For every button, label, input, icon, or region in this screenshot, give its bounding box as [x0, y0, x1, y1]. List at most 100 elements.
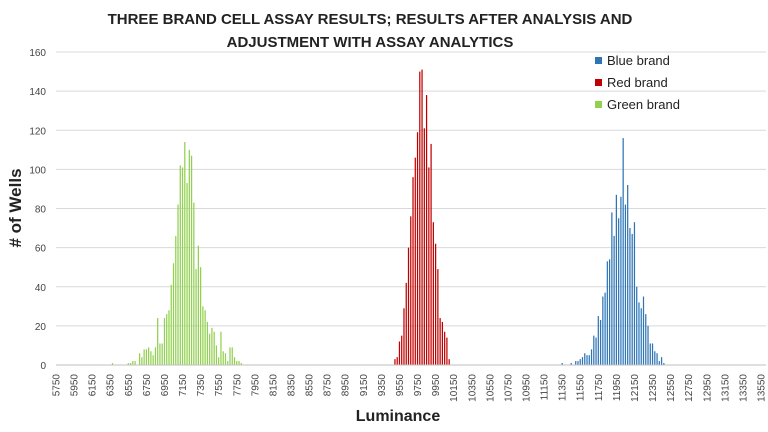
legend-swatch [595, 57, 602, 64]
bar-blue-brand [615, 194, 617, 365]
bar-blue-brand [597, 316, 599, 365]
bar-green-brand [150, 351, 152, 365]
bar-blue-brand [586, 355, 588, 365]
x-tick-label: 6750 [142, 374, 153, 397]
bar-blue-brand [622, 138, 624, 365]
chart-title-line-2: ADJUSTMENT WITH ASSAY ANALYTICS [227, 34, 514, 51]
bar-green-brand [175, 235, 177, 365]
bar-blue-brand [577, 361, 579, 365]
legend-label: Green brand [607, 97, 680, 112]
x-tick-label: 6950 [160, 374, 171, 397]
x-tick-label: 10550 [485, 374, 496, 402]
y-tick-label: 120 [29, 126, 46, 137]
bar-green-brand [145, 349, 147, 365]
x-tick-label: 7150 [178, 374, 189, 397]
x-tick-label: 6350 [106, 374, 117, 397]
bar-blue-brand [602, 296, 604, 365]
bar-green-brand [188, 149, 190, 365]
bar-blue-brand [611, 212, 613, 365]
bar-green-brand [236, 361, 238, 365]
x-tick-label: 11350 [558, 374, 569, 402]
y-tick-label: 20 [35, 322, 47, 333]
x-tick-label: 12950 [702, 374, 713, 402]
bar-blue-brand [593, 335, 595, 365]
bar-blue-brand [595, 337, 597, 365]
bar-green-brand [224, 353, 227, 365]
bar-blue-brand [642, 296, 645, 365]
bar-red-brand [398, 341, 401, 365]
bar-red-brand [425, 95, 428, 365]
legend-swatch [595, 101, 602, 108]
bar-red-brand [396, 357, 398, 365]
bar-green-brand [154, 347, 157, 365]
x-tick-label: 7750 [232, 374, 243, 397]
x-tick-label: 10150 [449, 374, 460, 402]
y-tick-label: 80 [35, 205, 47, 216]
bar-red-brand [414, 157, 416, 365]
bar-blue-brand [588, 355, 590, 365]
x-tick-label: 11950 [612, 374, 623, 402]
bar-blue-brand [606, 261, 608, 365]
bar-green-brand [166, 314, 168, 365]
bar-green-brand [193, 202, 195, 365]
bar-green-brand [111, 363, 114, 365]
bar-green-brand [157, 318, 159, 365]
bar-green-brand [206, 321, 209, 365]
x-tick-label: 10750 [503, 374, 514, 402]
bar-blue-brand [599, 320, 602, 365]
x-tick-label: 5750 [52, 374, 63, 397]
bar-green-brand [179, 165, 181, 365]
bar-green-brand [231, 347, 233, 365]
x-tick-label: 12550 [666, 374, 677, 402]
x-tick-label: 11750 [594, 374, 605, 402]
bar-red-brand [405, 282, 407, 365]
bar-green-brand [220, 331, 222, 365]
x-tick-label: 8150 [268, 374, 279, 397]
x-tick-label: 7550 [214, 374, 225, 397]
bar-blue-brand [645, 314, 647, 365]
bar-green-brand [211, 327, 213, 365]
legend-label: Red brand [607, 75, 668, 90]
bar-red-brand [410, 216, 412, 365]
bar-green-brand [132, 361, 134, 365]
x-tick-label: 13150 [720, 374, 731, 402]
x-tick-label: 9550 [395, 374, 406, 397]
bar-green-brand [129, 363, 132, 365]
bar-blue-brand [570, 363, 572, 365]
x-tick-label: 8750 [323, 374, 334, 397]
bar-blue-brand [604, 292, 606, 365]
bar-green-brand [161, 343, 163, 365]
bar-green-brand [127, 363, 129, 365]
bar-green-brand [163, 318, 166, 365]
x-tick-label: 11150 [540, 374, 551, 401]
x-tick-label: 13550 [757, 374, 768, 402]
bar-blue-brand [627, 185, 629, 365]
bar-green-brand [209, 333, 211, 365]
bar-red-brand [437, 269, 439, 365]
bar-red-brand [423, 128, 425, 365]
bar-red-brand [416, 132, 419, 365]
bar-green-brand [177, 204, 179, 365]
bars [111, 69, 665, 366]
x-tick-label: 12150 [630, 374, 641, 402]
bar-blue-brand [636, 286, 638, 365]
bar-green-brand [186, 183, 188, 365]
bar-red-brand [444, 331, 446, 365]
bar-blue-brand [640, 308, 642, 365]
y-tick-label: 100 [29, 165, 46, 176]
bar-green-brand [240, 363, 242, 365]
bar-green-brand [215, 345, 218, 365]
bar-red-brand [430, 143, 432, 365]
bar-green-brand [152, 355, 154, 365]
bar-green-brand [138, 353, 141, 365]
bar-red-brand [446, 337, 448, 365]
bar-blue-brand [663, 363, 665, 365]
bar-green-brand [184, 141, 186, 365]
bar-blue-brand [660, 357, 663, 365]
bar-blue-brand [608, 259, 611, 365]
bar-red-brand [401, 335, 403, 365]
bar-red-brand [439, 318, 441, 365]
bar-blue-brand [581, 357, 584, 365]
